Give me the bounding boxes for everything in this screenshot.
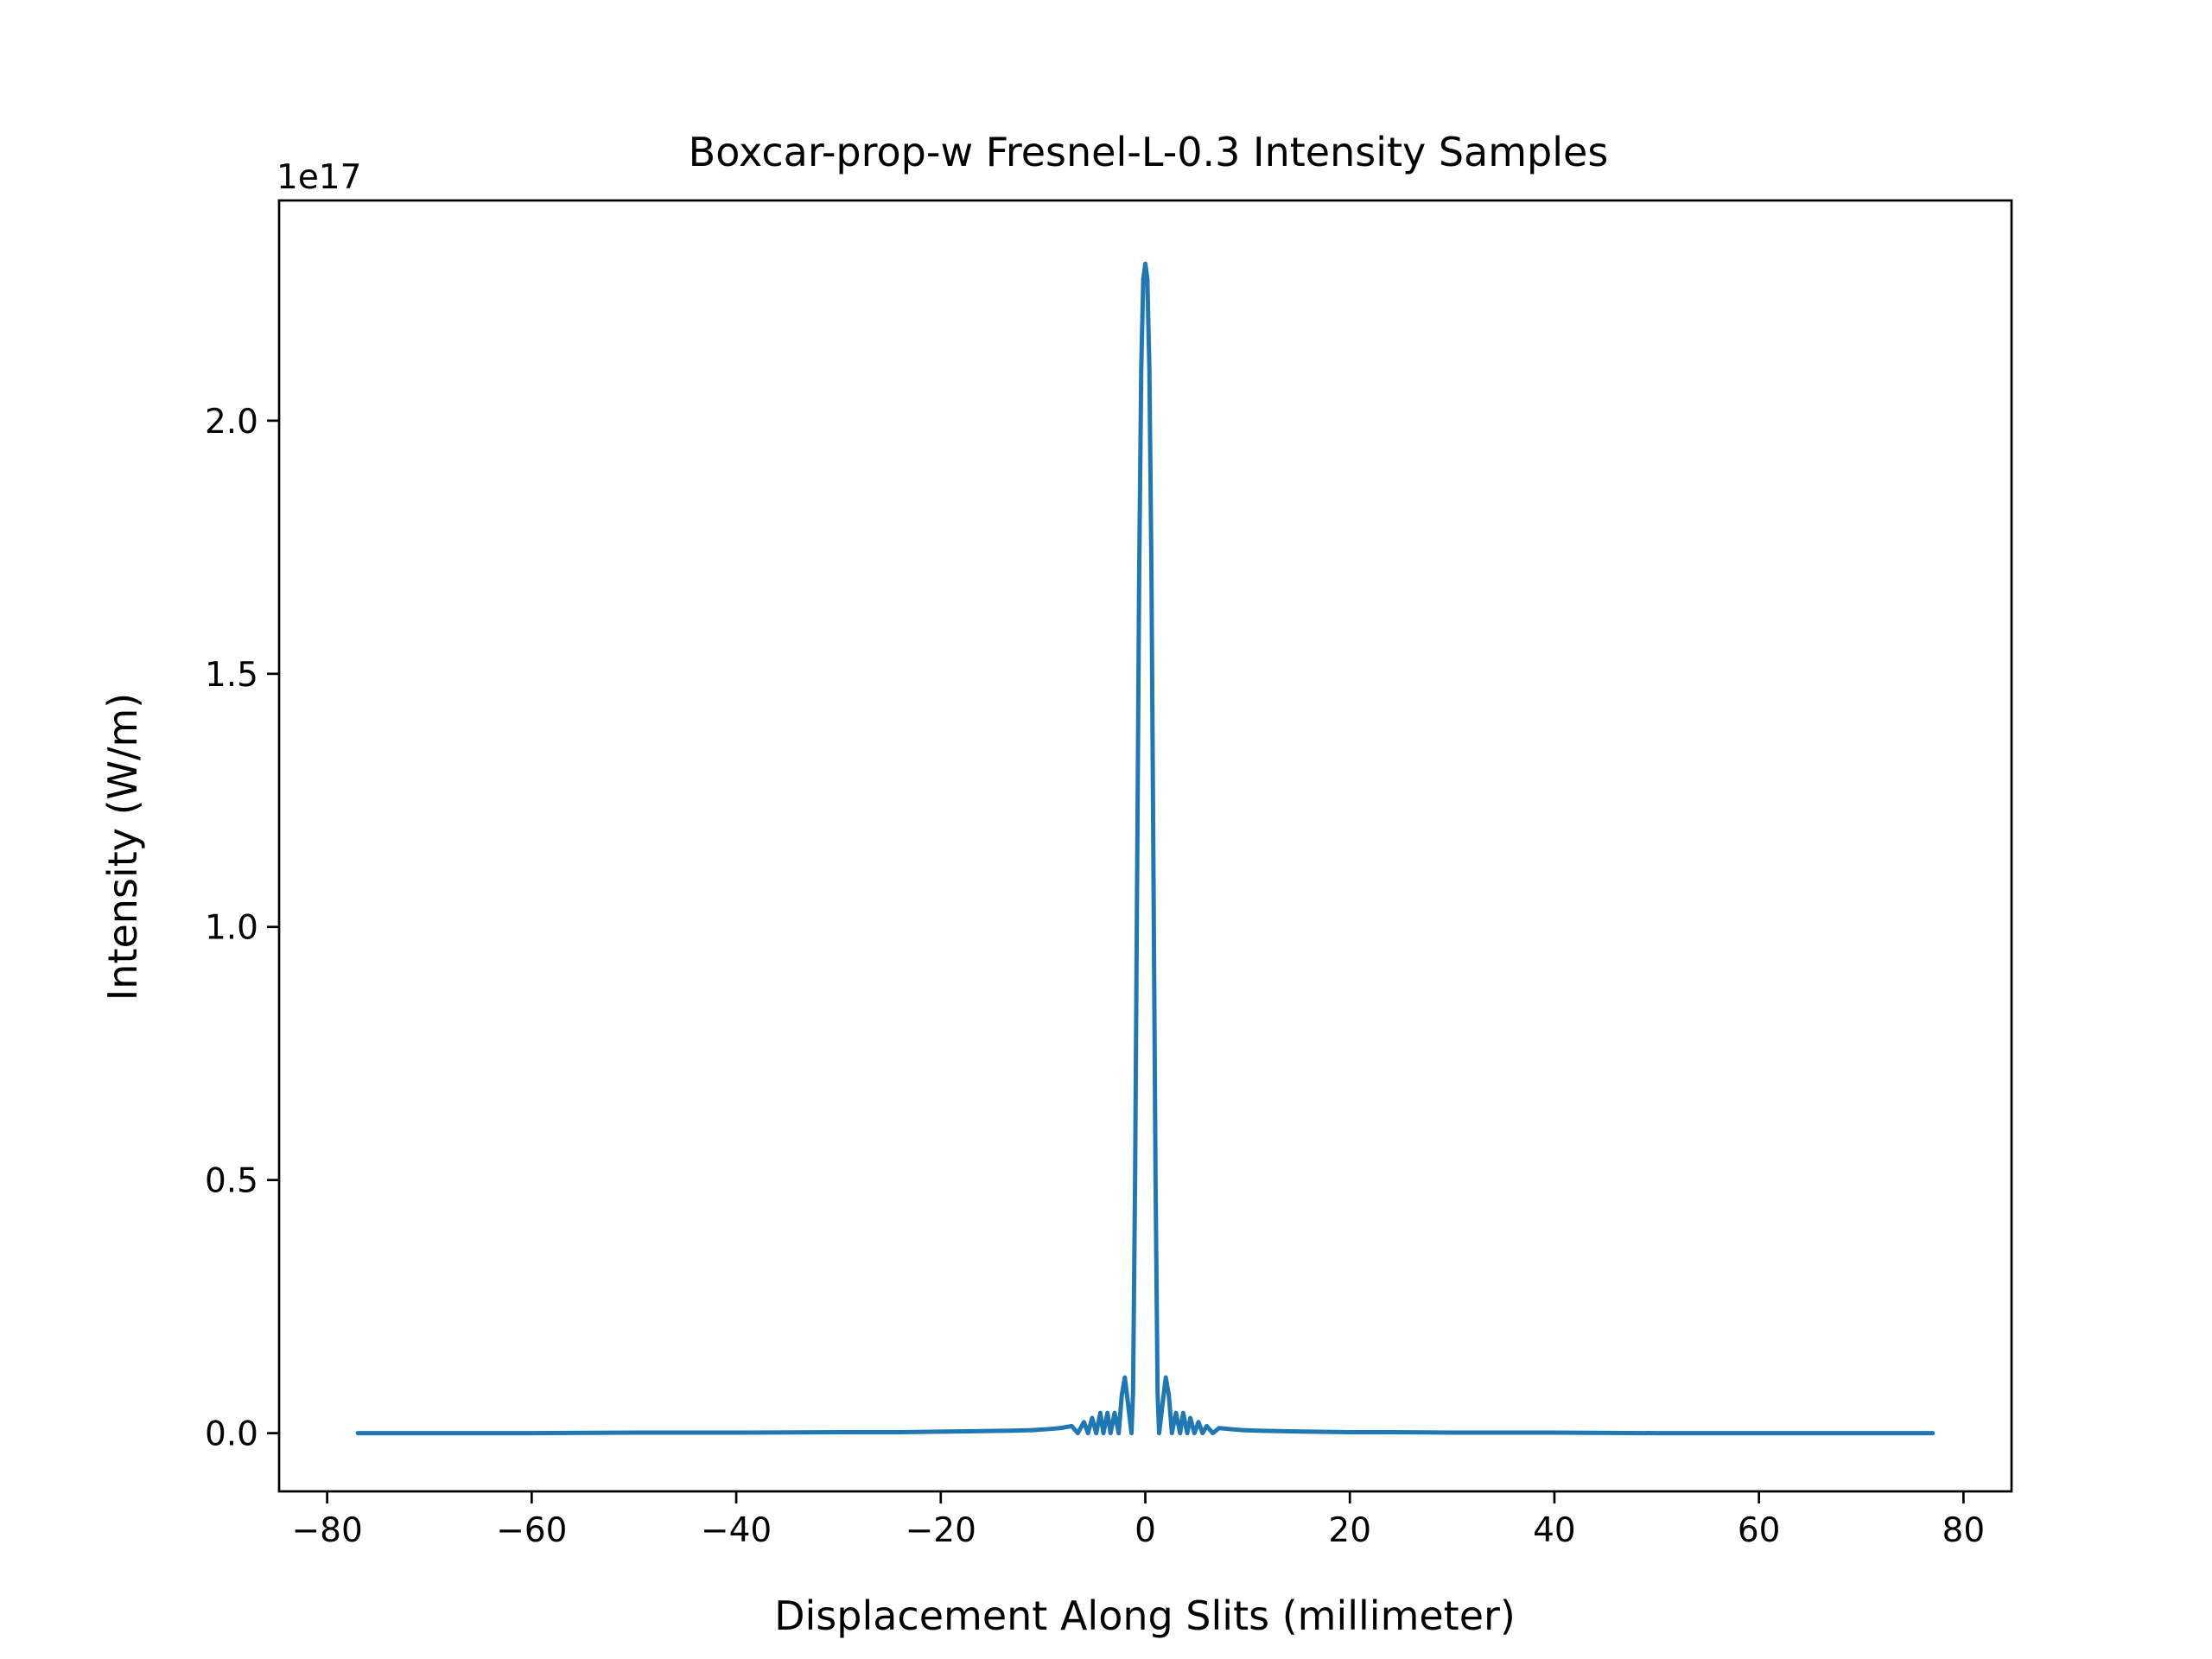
x-tick-label: 60 — [1738, 1511, 1781, 1550]
x-tick-label: 20 — [1328, 1511, 1371, 1550]
axes-frame — [277, 199, 2013, 1493]
y-axis-ticks: 0.0 0.5 1.0 1.5 2.0 — [205, 403, 279, 1454]
chart-title: Boxcar-prop-w Fresnel-L-0.3 Intensity Sa… — [689, 129, 1609, 175]
y-tick-label: 2.0 — [205, 403, 258, 442]
y-axis-label: Intensity (W/m) — [99, 693, 146, 1001]
series-line-0 — [355, 261, 1936, 1436]
x-tick-label: 0 — [1135, 1511, 1156, 1550]
y-offset-text: 1e17 — [276, 158, 361, 197]
x-tick-label: 80 — [1942, 1511, 1986, 1550]
x-tick-label: −80 — [291, 1511, 362, 1550]
y-tick-label: 1.5 — [205, 656, 258, 695]
y-tick-label: 1.0 — [205, 909, 258, 948]
x-axis-ticks: −80 −60 −40 −20 0 20 40 60 80 — [291, 1491, 1985, 1550]
y-tick-label: 0.0 — [205, 1415, 258, 1454]
x-tick-label: −20 — [906, 1511, 976, 1550]
plot-area — [355, 261, 1936, 1436]
y-tick-label: 0.5 — [205, 1162, 258, 1201]
x-axis-label: Displacement Along Slits (millimeter) — [774, 1592, 1516, 1639]
x-tick-label: −60 — [496, 1511, 567, 1550]
x-tick-label: 40 — [1533, 1511, 1576, 1550]
x-tick-label: −40 — [701, 1511, 772, 1550]
